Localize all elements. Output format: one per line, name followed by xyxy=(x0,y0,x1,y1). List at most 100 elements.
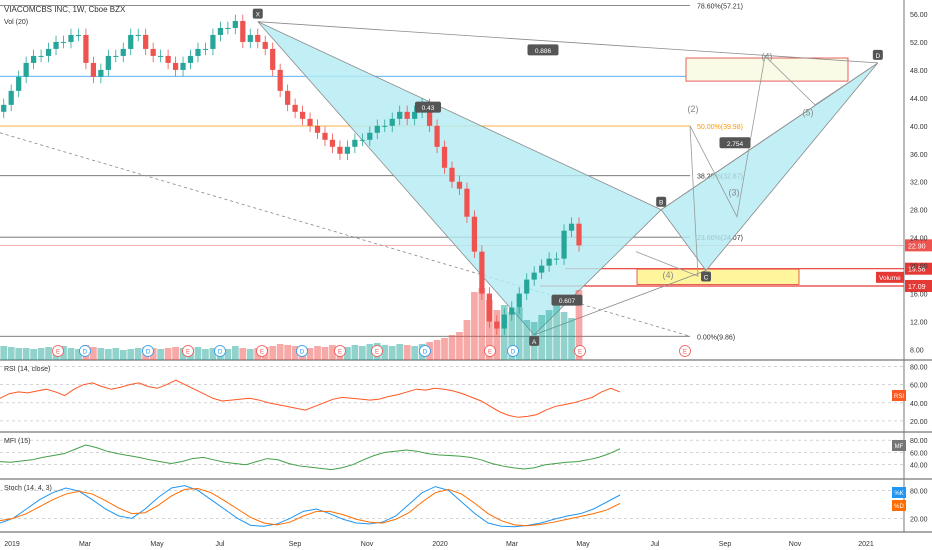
earnings-marker-label: E xyxy=(375,350,379,356)
candle-body xyxy=(292,104,298,112)
earnings-marker xyxy=(679,345,691,357)
time-tick-label: 2021 xyxy=(858,541,874,548)
volume-bar xyxy=(45,347,52,360)
earnings-marker-label: E xyxy=(56,350,60,356)
candle-body xyxy=(389,118,395,126)
volume-bar xyxy=(164,348,172,360)
volume-bar xyxy=(202,349,209,360)
volume-bar xyxy=(284,345,291,360)
candle-body xyxy=(501,314,507,329)
target-zone xyxy=(685,57,849,82)
candle-body xyxy=(270,48,276,70)
candle-body xyxy=(531,272,537,280)
earnings-marker-label: D xyxy=(218,350,223,356)
volume-bar xyxy=(523,320,531,360)
candle-body xyxy=(449,167,455,182)
volume-bar xyxy=(67,348,75,360)
candle-body xyxy=(277,69,283,91)
earnings-marker xyxy=(296,345,308,357)
candle-body xyxy=(172,62,179,70)
harmonic-xd xyxy=(257,21,878,64)
volume-bar xyxy=(97,348,105,360)
rsi-tick-label: 20.00 xyxy=(910,419,928,426)
volume-bar xyxy=(485,300,493,360)
volume-bar xyxy=(560,312,568,360)
volume-bar xyxy=(37,348,45,360)
earnings-marker-label: E xyxy=(260,350,264,356)
candle-body xyxy=(180,62,186,70)
volume-bar xyxy=(119,350,127,360)
candle-body xyxy=(516,293,522,308)
earnings-marker xyxy=(371,345,383,357)
volume-bar xyxy=(478,288,486,360)
mfi-line xyxy=(0,444,621,471)
candle-body xyxy=(158,55,164,57)
volume-bar xyxy=(112,348,120,360)
candle-body xyxy=(68,34,74,42)
candle-body xyxy=(187,55,194,63)
candle-body xyxy=(38,55,44,57)
earnings-marker xyxy=(214,345,226,357)
candle-body xyxy=(8,90,14,105)
earnings-marker xyxy=(507,345,519,357)
wave-label: (3) xyxy=(729,188,740,198)
chart-title: VIACOMCBS INC, 1W, Cboe BZX xyxy=(4,5,126,14)
candle-body xyxy=(16,76,22,91)
candle-body xyxy=(202,48,209,50)
price-tick-label: 8.00 xyxy=(910,348,924,355)
price-label-text: 22.90 xyxy=(908,243,926,250)
volume-bar xyxy=(157,349,164,360)
volume-bar xyxy=(314,346,321,360)
stoch-line xyxy=(0,487,621,527)
price-tick-label: 32.00 xyxy=(910,180,928,187)
mfi-tick-label: 80.00 xyxy=(910,438,928,445)
harmonic-point-label: C xyxy=(704,275,709,282)
candle-body xyxy=(322,132,328,140)
candle-body xyxy=(404,111,410,119)
volume-bar xyxy=(344,347,351,360)
harmonic-point-label: B xyxy=(659,200,663,207)
ratio-label: 0.886 xyxy=(535,48,552,55)
wave-label: (2) xyxy=(688,104,699,114)
volume-bar xyxy=(471,292,478,360)
time-tick-label: Nov xyxy=(789,541,802,548)
earnings-marker xyxy=(419,345,431,357)
harmonic-point-badge xyxy=(701,271,712,282)
rsi-tick-label: 60.00 xyxy=(910,383,928,390)
time-tick-label: Nov xyxy=(361,541,374,548)
candle-body xyxy=(217,27,224,35)
rsi-line xyxy=(0,379,621,418)
volume-bar xyxy=(441,338,448,360)
candle-body xyxy=(329,139,336,147)
wave-label: (4) xyxy=(663,270,674,280)
mfi-tick-label: 40.00 xyxy=(910,463,928,470)
candle-body xyxy=(195,48,201,56)
price-label-text: 17.09 xyxy=(908,284,926,291)
candle-body xyxy=(98,69,104,77)
price-tick-label: 56.00 xyxy=(910,12,928,19)
earnings-marker xyxy=(142,345,154,357)
volume-bar xyxy=(224,349,232,360)
volume-bar xyxy=(403,345,411,360)
fib-label: 78.60%(57.21) xyxy=(697,4,743,11)
candle-body xyxy=(285,90,291,105)
candle-body xyxy=(456,181,463,189)
price-tick-label: 20.00 xyxy=(910,264,928,271)
rsi-tick-label: 40.00 xyxy=(910,401,928,408)
mfi-tag-badge xyxy=(892,440,906,451)
earnings-marker-label: D xyxy=(146,350,151,356)
volume-bar xyxy=(134,348,142,360)
candle-body xyxy=(524,279,530,294)
volume-bar xyxy=(0,346,8,360)
candle-body xyxy=(539,265,545,273)
candle-body xyxy=(128,34,134,49)
volume-bar xyxy=(306,348,314,360)
candle-body xyxy=(509,307,515,315)
price-label-badge xyxy=(905,239,932,252)
wave-path xyxy=(635,55,879,277)
price-tick-label: 16.00 xyxy=(910,292,928,299)
candle-body xyxy=(105,55,111,70)
time-tick-label: Jul xyxy=(216,541,225,548)
earnings-marker-label: E xyxy=(186,350,190,356)
